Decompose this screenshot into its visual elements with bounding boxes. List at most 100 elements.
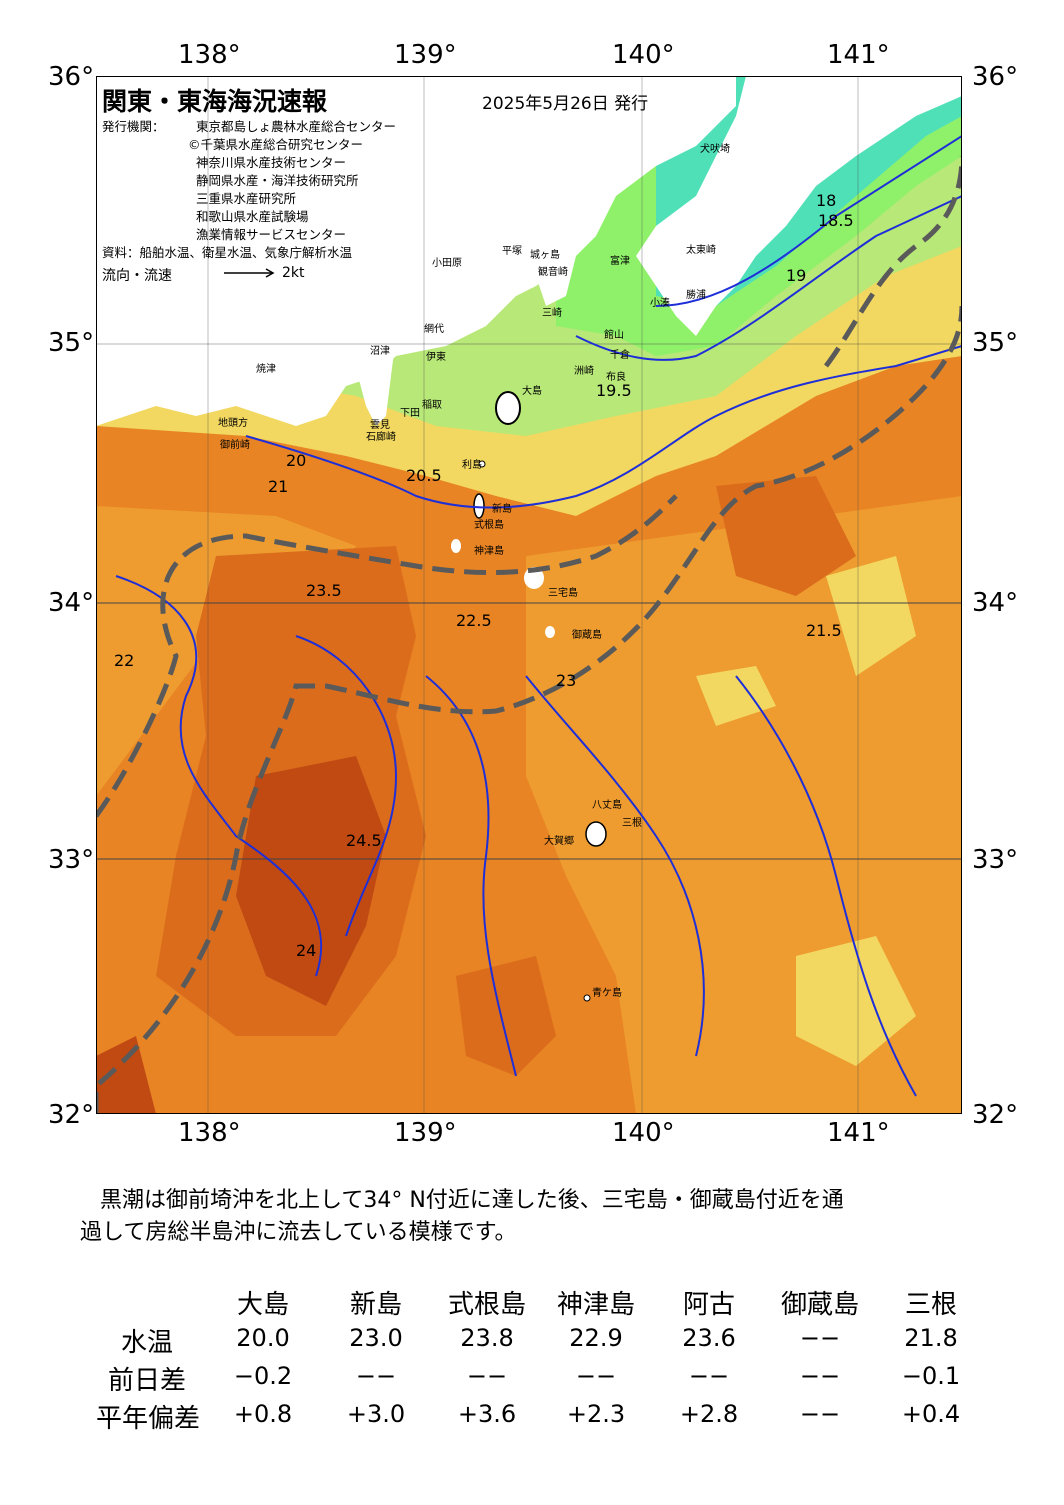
place-name: 沼津: [370, 344, 390, 357]
zone-21-patch-1: [696, 666, 776, 726]
place-name: 富津: [610, 254, 630, 267]
isotherm-label: 23.5: [306, 581, 342, 600]
isotherm-label: 20: [286, 451, 306, 470]
cell-temp-mitsune: 21.8: [904, 1324, 958, 1352]
lat-tick-34-left: 34°: [48, 588, 95, 618]
cell-anomaly-mitsune: +0.4: [901, 1400, 961, 1428]
place-name: 青ケ島: [592, 986, 622, 999]
place-name: 館山: [604, 328, 624, 341]
place-name: 神津島: [474, 544, 504, 557]
isotherm-20: [245, 345, 962, 509]
issuer-item: 東京都島しょ農林水産総合センター: [196, 119, 397, 134]
summary-line-2: 過して房総半島沖に流去している模様です。: [80, 1220, 517, 1245]
isotherm-lines: [115, 135, 962, 1097]
place-name: 平塚: [502, 245, 522, 257]
col-header-mitsune: 三根: [904, 1290, 957, 1320]
isotherm-21-5: [735, 675, 917, 1097]
cell-anomaly-mikurajima: −−: [799, 1400, 841, 1428]
map-title: 関東・東海海況速報: [102, 87, 328, 116]
col-header-oshima: 大島: [236, 1290, 289, 1320]
row-label-anomaly: 平年偏差: [95, 1404, 200, 1434]
lat-tick-36-right: 36°: [972, 62, 1019, 92]
zone-23-5-south: [456, 956, 556, 1076]
island-hachijojima: [585, 821, 607, 847]
isotherm-label: 19: [786, 266, 806, 285]
place-name: 太東崎: [686, 243, 716, 256]
lon-tick-138-bottom: 138°: [178, 1118, 241, 1148]
col-header-ako: 阿古: [682, 1290, 735, 1320]
lat-tick-33-left: 33°: [48, 845, 95, 875]
island-toshima: [478, 460, 486, 468]
flow-scale-arrow: [224, 268, 275, 278]
isotherm-label: 24: [296, 941, 316, 960]
lat-tick-32-right: 32°: [972, 1100, 1019, 1130]
lon-tick-139-bottom: 139°: [394, 1118, 457, 1148]
place-name: 焼津: [256, 363, 276, 375]
cell-daydiff-niijima: −−: [355, 1362, 397, 1390]
isotherm-label-group: 18 18.5 19 19.5 20 20.5 21 21.5 22 22.5 …: [114, 191, 854, 960]
place-name: 小田原: [432, 257, 462, 269]
isotherm-label: 24.5: [346, 831, 382, 850]
place-name: 御前崎: [220, 438, 250, 451]
issuer-item: 漁業情報サービスセンター: [196, 227, 347, 242]
place-name: 雲見: [370, 419, 390, 431]
issuer-label: 発行機関：: [102, 119, 165, 134]
row-label-temp: 水温: [120, 1328, 173, 1358]
island-kozushima: [451, 539, 461, 553]
isotherm-23-b: [425, 675, 517, 1077]
place-name: 式根島: [474, 518, 504, 531]
cell-anomaly-kozushima: +2.3: [566, 1400, 626, 1428]
cell-temp-shikinejima: 23.8: [460, 1324, 514, 1352]
lat-tick-33-right: 33°: [972, 845, 1019, 875]
cell-daydiff-kozushima: −−: [575, 1362, 617, 1390]
lat-tick-32-left: 32°: [48, 1100, 95, 1130]
isotherm-label: 18: [816, 191, 836, 210]
lon-tick-140-bottom: 140°: [612, 1118, 675, 1148]
place-name: 犬吠埼: [700, 142, 730, 155]
cell-anomaly-oshima: +0.8: [233, 1400, 293, 1428]
cell-daydiff-shikinejima: −−: [466, 1362, 508, 1390]
zone-21-patch-3: [826, 556, 916, 676]
isotherm-label: 22: [114, 651, 134, 670]
cell-daydiff-oshima: −0.2: [233, 1362, 293, 1390]
isotherm-23-a: [295, 635, 398, 937]
data-source: 資料：船舶水温、衛星水温、気象庁解析水温: [102, 245, 353, 260]
isotherm-label: 23: [556, 671, 576, 690]
isotherm-label: 20.5: [406, 466, 442, 485]
place-name: 大賀郷: [544, 834, 574, 847]
land-miura: [536, 216, 576, 306]
place-name: 布良: [606, 370, 626, 383]
land-izu: [354, 306, 396, 426]
place-name: 三根: [622, 816, 642, 829]
place-name: 新島: [492, 502, 512, 515]
flow-legend-scale: 2kt: [282, 265, 305, 281]
place-name: 城ヶ島: [530, 248, 560, 261]
isotherm-label: 22.5: [456, 611, 492, 630]
zone-23-east: [716, 476, 856, 596]
lat-tick-35-right: 35°: [972, 328, 1019, 358]
isotherm-22-a: [115, 575, 323, 977]
isotherm-label: 21.5: [806, 621, 842, 640]
lat-tick-35-left: 35°: [48, 328, 95, 358]
cell-temp-mikurajima: −−: [799, 1324, 841, 1352]
issue-date: 2025年5月26日 発行: [482, 94, 649, 114]
issuer-item: 神奈川県水産技術センター: [196, 155, 347, 170]
place-name: 千倉: [610, 348, 630, 361]
place-name: 観音崎: [538, 265, 568, 278]
lon-tick-141-top: 141°: [827, 40, 890, 70]
lon-tick-139-top: 139°: [394, 40, 457, 70]
lon-tick-141-bottom: 141°: [827, 1118, 890, 1148]
col-header-mikurajima: 御蔵島: [780, 1290, 859, 1320]
lat-tick-36-left: 36°: [48, 62, 95, 92]
kuroshio-axis: [96, 305, 962, 1114]
issuer-list: 東京都島しょ農林水産総合センター ©千葉県水産総合研究センター 神奈川県水産技術…: [188, 118, 397, 244]
island-oshima: [495, 391, 521, 425]
place-name: 大島: [522, 384, 542, 397]
cell-anomaly-niijima: +3.0: [346, 1400, 406, 1428]
col-header-shikinejima: 式根島: [447, 1290, 526, 1320]
isotherm-22-b: [525, 675, 705, 1057]
zone-24-sw: [96, 1036, 156, 1114]
kuroshio-axis-west: [96, 494, 678, 818]
col-header-kozushima: 神津島: [556, 1290, 635, 1320]
land-honshu: [96, 76, 736, 426]
